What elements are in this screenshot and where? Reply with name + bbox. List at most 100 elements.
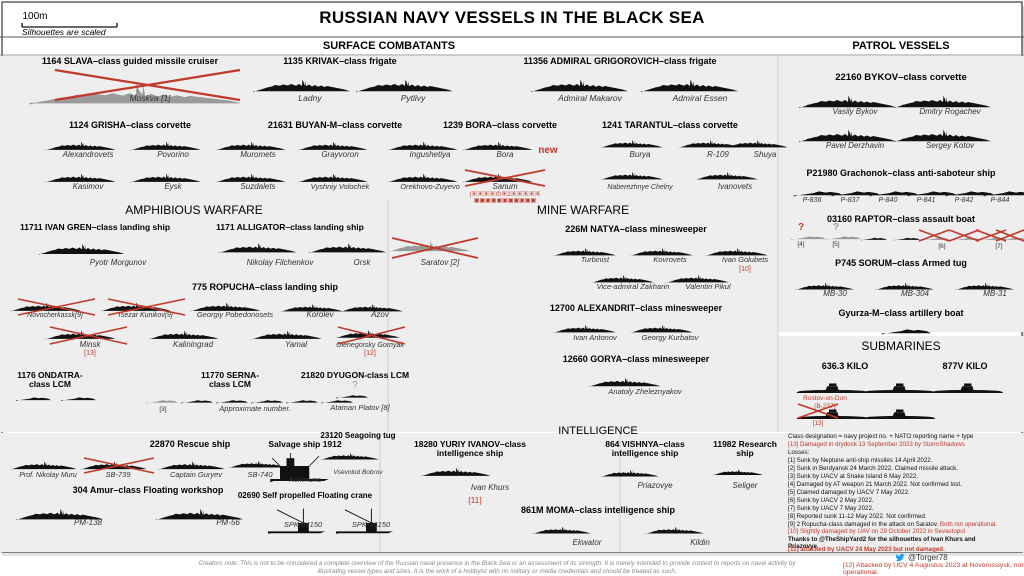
svg-text:Eysk: Eysk bbox=[164, 182, 182, 191]
svg-text:PM-138: PM-138 bbox=[74, 518, 103, 527]
svg-text:Bora: Bora bbox=[497, 150, 514, 159]
svg-text:(B-237): (B-237) bbox=[814, 403, 836, 410]
svg-text:?: ? bbox=[352, 380, 358, 391]
svg-text:Tsezar Kunikov[9]: Tsezar Kunikov[9] bbox=[117, 312, 173, 319]
svg-text:MB-304: MB-304 bbox=[901, 289, 930, 298]
svg-text:1164 SLAVA–class guided missil: 1164 SLAVA–class guided missile cruiser bbox=[42, 56, 219, 66]
svg-text:[10]: [10] bbox=[739, 266, 751, 273]
svg-text:1171 ALLIGATOR–class landing s: 1171 ALLIGATOR–class landing ship bbox=[216, 222, 364, 232]
svg-text:RUSSIAN NAVY VESSELS IN THE BL: RUSSIAN NAVY VESSELS IN THE BLACK SEA bbox=[319, 8, 704, 27]
svg-text:[6] Sunk by UACV 2 May 2022.: [6] Sunk by UACV 2 May 2022. bbox=[788, 497, 874, 504]
svg-text:SPK-46150: SPK-46150 bbox=[352, 520, 391, 529]
svg-text:?: ? bbox=[798, 222, 804, 233]
svg-text:?: ? bbox=[833, 222, 839, 233]
svg-text:Grayvoron: Grayvoron bbox=[321, 150, 359, 159]
svg-text:Sergey Kotov: Sergey Kotov bbox=[926, 141, 975, 150]
svg-text:Muromets: Muromets bbox=[240, 150, 276, 159]
svg-text:Yamal: Yamal bbox=[285, 340, 307, 349]
svg-text:Ingushetiya: Ingushetiya bbox=[410, 150, 451, 159]
svg-text:Vasily Bykov: Vasily Bykov bbox=[832, 107, 878, 116]
svg-text:Ivanovets: Ivanovets bbox=[718, 182, 752, 191]
svg-text:Rostov-on-Don: Rostov-on-Don bbox=[803, 395, 847, 402]
svg-text:Novocherkassk[9]: Novocherkassk[9] bbox=[27, 312, 84, 319]
svg-text:Orsk: Orsk bbox=[354, 258, 372, 267]
svg-text:[4]: [4] bbox=[797, 241, 804, 248]
svg-text:Ivan Khurs: Ivan Khurs bbox=[471, 483, 509, 492]
svg-text:Shuya: Shuya bbox=[754, 150, 777, 159]
svg-text:Azov: Azov bbox=[370, 310, 390, 319]
svg-text:new: new bbox=[538, 145, 558, 156]
svg-text:Thanks to @TheShipYard2 for th: Thanks to @TheShipYard2 for the silhouet… bbox=[788, 536, 976, 543]
svg-text:MINE WARFARE: MINE WARFARE bbox=[537, 203, 629, 217]
svg-text:P21980 Grachonok–class anti-sa: P21980 Grachonok–class anti-saboteur shi… bbox=[806, 168, 996, 178]
svg-text:ship: ship bbox=[736, 448, 753, 458]
svg-text:Priazovye: Priazovye bbox=[637, 481, 673, 490]
svg-text:Minsk: Minsk bbox=[80, 340, 102, 349]
svg-text:22160 BYKOV–class corvette: 22160 BYKOV–class corvette bbox=[835, 72, 967, 83]
svg-text:Kasimov: Kasimov bbox=[73, 182, 105, 191]
svg-text:Ladny: Ladny bbox=[298, 93, 322, 103]
svg-text:21631 BUYAN-M–class corvette: 21631 BUYAN-M–class corvette bbox=[268, 120, 402, 130]
svg-text:Alexandrovets: Alexandrovets bbox=[62, 150, 114, 159]
svg-text:Anatoly Zheleznyakov: Anatoly Zheleznyakov bbox=[607, 387, 683, 396]
svg-text:Saratov [2]: Saratov [2] bbox=[421, 258, 460, 267]
svg-text:[10] Slightly damaged by UAV o: [10] Slightly damaged by UAV on 29 Octob… bbox=[788, 528, 965, 535]
svg-text:SUBMARINES: SUBMARINES bbox=[861, 339, 940, 353]
svg-text:[1] Sunk by Neptune anti-ship: [1] Sunk by Neptune anti-ship missiles 1… bbox=[788, 457, 933, 464]
svg-text:intelligence ship: intelligence ship bbox=[612, 448, 679, 458]
svg-text:Vsevolod Bobrov: Vsevolod Bobrov bbox=[333, 469, 383, 476]
svg-text:[9] 2 Ropucha-class damaged in: [9] 2 Ropucha-class damaged in the attac… bbox=[788, 521, 997, 528]
svg-text:INTELLIGENCE: INTELLIGENCE bbox=[558, 425, 637, 437]
svg-text:class LCM: class LCM bbox=[209, 379, 251, 389]
svg-text:Admiral Essen: Admiral Essen bbox=[672, 93, 728, 103]
svg-text:100m: 100m bbox=[22, 11, 47, 22]
svg-text:21820 DYUGON-class LCM: 21820 DYUGON-class LCM bbox=[301, 370, 409, 380]
svg-text:Pavel Derzhavin: Pavel Derzhavin bbox=[826, 141, 885, 150]
svg-text:SB-739: SB-739 bbox=[105, 470, 131, 479]
svg-text:22870 Rescue ship: 22870 Rescue ship bbox=[150, 439, 231, 449]
svg-text:[6]: [6] bbox=[938, 243, 945, 250]
svg-text:11356 ADMIRAL GRIGOROVICH–clas: 11356 ADMIRAL GRIGOROVICH–class frigate bbox=[523, 56, 716, 66]
svg-text:861M MOMA–class intelligence s: 861M MOMA–class intelligence ship bbox=[521, 505, 676, 515]
svg-text:Seliger: Seliger bbox=[733, 481, 758, 490]
svg-text:Admiral Makarov: Admiral Makarov bbox=[557, 93, 623, 103]
svg-text:11711 IVAN GREN–class landing: 11711 IVAN GREN–class landing ship bbox=[20, 222, 170, 232]
svg-text:Dmitry Rogachev: Dmitry Rogachev bbox=[919, 107, 981, 116]
svg-text:Korolev: Korolev bbox=[306, 310, 334, 319]
svg-text:[7] Sunk by UACV 7 May 2022.: [7] Sunk by UACV 7 May 2022. bbox=[788, 505, 874, 512]
svg-text:12700 ALEXANDRIT–class mineswe: 12700 ALEXANDRIT–class minesweeper bbox=[550, 303, 723, 313]
svg-text:Ataman Platov [8]: Ataman Platov [8] bbox=[329, 403, 390, 412]
svg-text:[5]: [5] bbox=[832, 241, 839, 248]
svg-text:Prof. Nikolay Muru: Prof. Nikolay Muru bbox=[19, 472, 77, 479]
svg-text:Captain Guryev: Captain Guryev bbox=[170, 470, 223, 479]
svg-text:Georgiy Pobedonosets: Georgiy Pobedonosets bbox=[197, 310, 274, 319]
svg-text:Suzdalets: Suzdalets bbox=[240, 182, 275, 191]
svg-text:Class designation = navy proje: Class designation = navy project no. + N… bbox=[788, 433, 974, 440]
svg-text:Vice-admiral Zakharin: Vice-admiral Zakharin bbox=[597, 282, 670, 291]
svg-text:[3]: [3] bbox=[159, 406, 166, 413]
svg-text:Approximate number.: Approximate number. bbox=[218, 404, 290, 413]
svg-text:Naberezhnye Chelny: Naberezhnye Chelny bbox=[607, 184, 673, 191]
svg-text:[13] Damaged in drydock 13 Sep: [13] Damaged in drydock 13 September 202… bbox=[788, 441, 965, 448]
svg-text:Nikolay Filchenkov: Nikolay Filchenkov bbox=[247, 258, 315, 267]
svg-text:Losses:: Losses: bbox=[788, 449, 810, 456]
svg-text:[11] attacked by UACV 24 May 2: [11] attacked by UACV 24 May 2023 but no… bbox=[788, 546, 945, 553]
svg-text:class LCM: class LCM bbox=[29, 379, 71, 389]
svg-text:[3] Sunk by UACV at Snake Isla: [3] Sunk by UACV at Snake Island 6 May 2… bbox=[788, 473, 918, 480]
svg-text:Orekhovo-Zuyevo: Orekhovo-Zuyevo bbox=[400, 182, 460, 191]
svg-text:P-844: P-844 bbox=[991, 197, 1010, 204]
svg-text:▣▣▣▣▣▣▣▣▣▣▣: ▣▣▣▣▣▣▣▣▣▣▣ bbox=[474, 198, 537, 204]
svg-text:23120 Seagoing tug: 23120 Seagoing tug bbox=[320, 431, 395, 440]
svg-text:P745 SORUM–class Armed tug: P745 SORUM–class Armed tug bbox=[835, 258, 967, 268]
svg-text:MB-30: MB-30 bbox=[823, 289, 847, 298]
svg-text:Pytlivy: Pytlivy bbox=[401, 93, 426, 103]
svg-text:AMPHIBIOUS WARFARE: AMPHIBIOUS WARFARE bbox=[125, 203, 263, 217]
svg-text:Burya: Burya bbox=[630, 150, 651, 159]
svg-text:Ivan Golubets: Ivan Golubets bbox=[722, 255, 769, 264]
svg-text:Kommuna: Kommuna bbox=[289, 477, 321, 484]
svg-text:1239 BORA–class corvette: 1239 BORA–class corvette bbox=[443, 120, 557, 130]
svg-text:Turbinist: Turbinist bbox=[581, 255, 610, 264]
svg-text:877V KILO: 877V KILO bbox=[942, 361, 987, 371]
svg-text:[8] Reported sunk 11-12 May 20: [8] Reported sunk 11-12 May 2022. Not co… bbox=[788, 513, 927, 520]
svg-text:Creators note: This is not to: Creators note: This is not to be conside… bbox=[198, 560, 796, 567]
